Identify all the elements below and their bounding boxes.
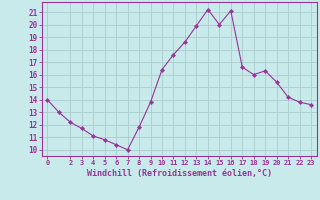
X-axis label: Windchill (Refroidissement éolien,°C): Windchill (Refroidissement éolien,°C) [87,169,272,178]
